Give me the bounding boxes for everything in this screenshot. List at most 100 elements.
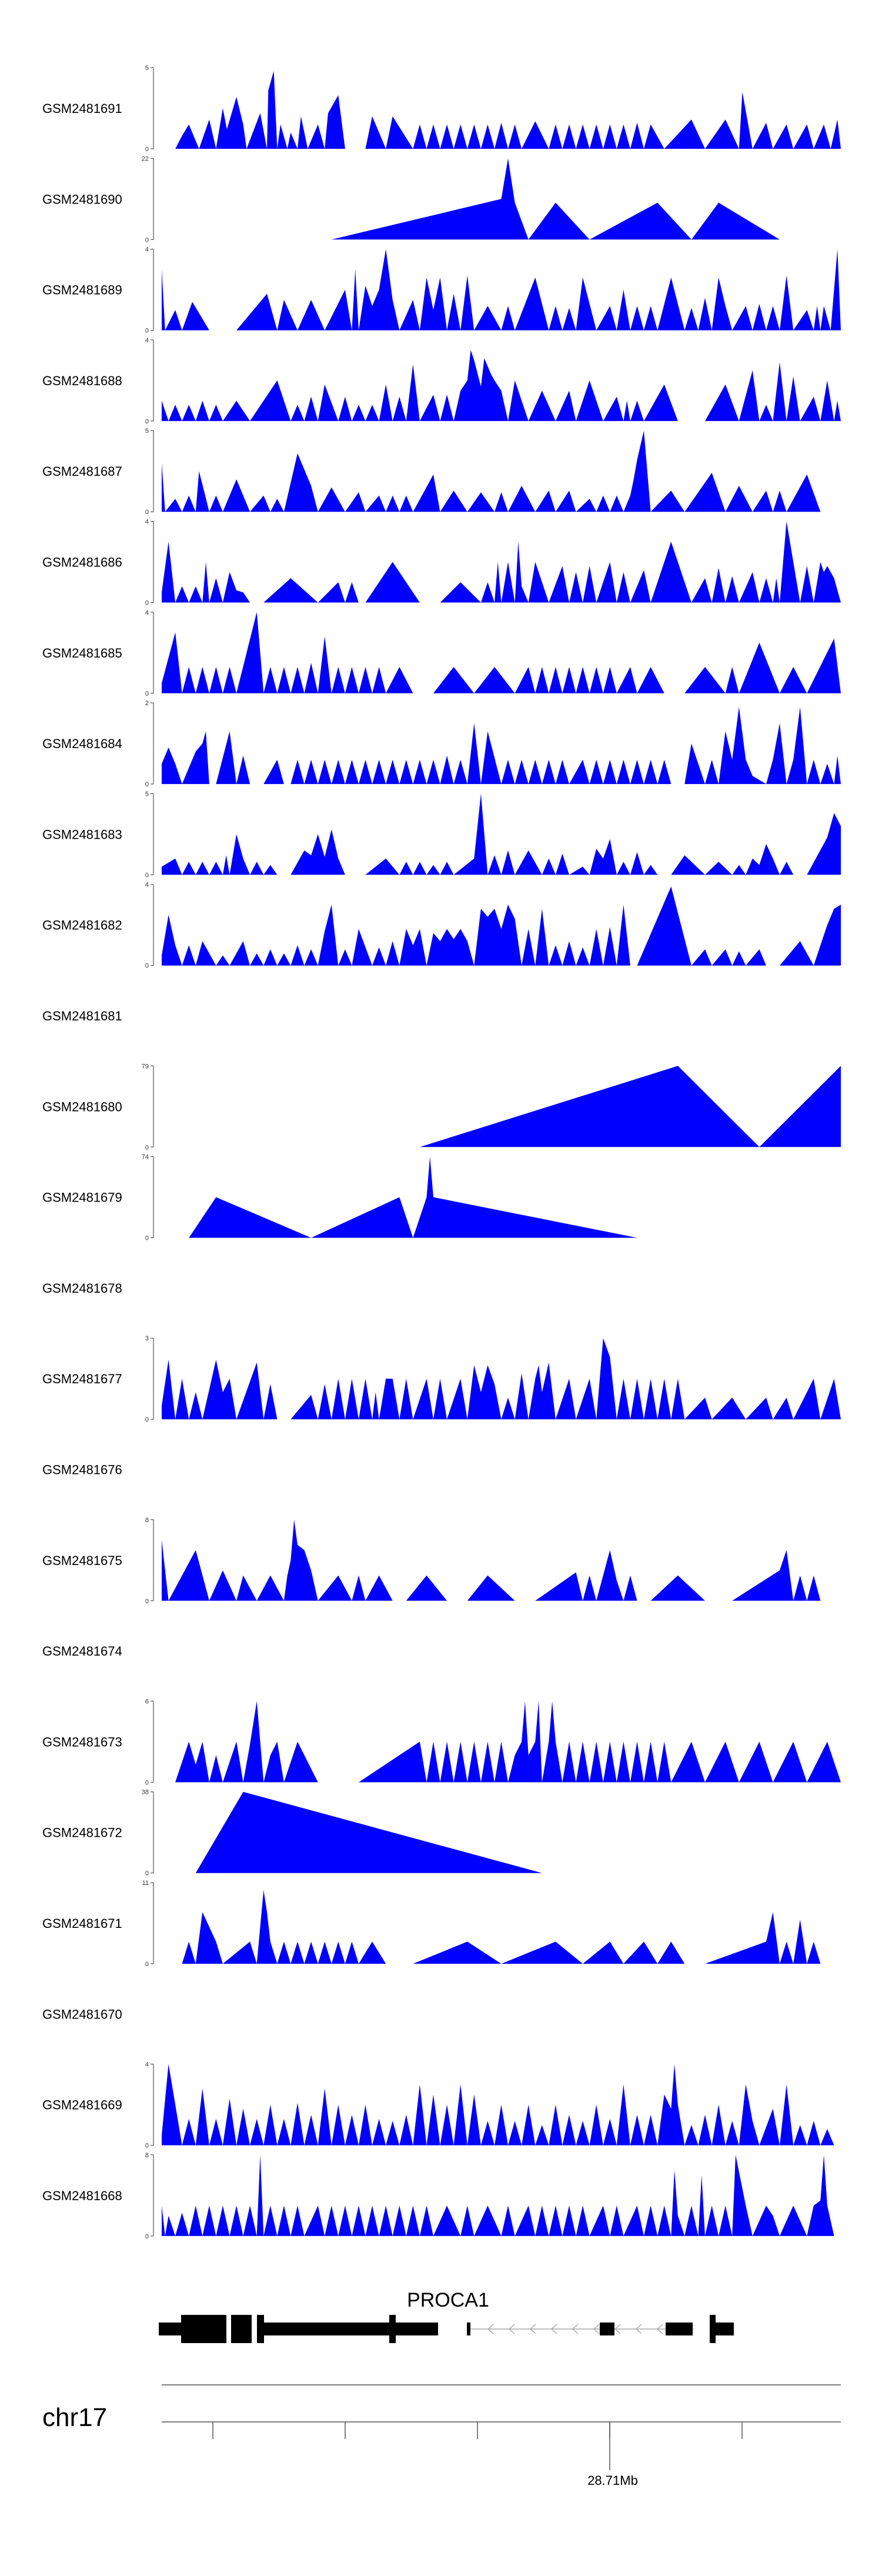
track: GSM2481670 [42,2007,122,2021]
track: GSM2481687 5 0 [42,428,821,516]
y-tick-label: 74 [142,1154,149,1161]
y-tick-label: 0 [145,1235,149,1242]
exon-block [467,2323,470,2335]
track-label: GSM2481676 [42,1463,122,1477]
y-tick-label: 4 [145,337,149,344]
strand-arrow [635,2324,642,2334]
track: GSM2481674 [42,1644,122,1659]
signal-area [175,71,841,149]
strand-arrow [572,2324,579,2334]
track: GSM2481684 2 0 [42,700,841,788]
strand-arrow [487,2324,494,2334]
track: GSM2481676 [42,1463,122,1477]
y-tick-label: 79 [142,1063,149,1070]
y-tick-label: 8 [145,2152,149,2159]
y-tick-label: 0 [145,872,149,879]
exon-block [396,2323,438,2335]
y-tick-label: 0 [145,418,149,425]
y-tick-label: 0 [145,2233,149,2240]
track-label: GSM2481668 [42,2188,122,2203]
track: GSM2481691 5 0 [42,65,841,153]
strand-arrow [614,2324,621,2334]
track-label: GSM2481673 [42,1734,122,1749]
y-tick-label: 0 [145,328,149,335]
y-tick-label: 0 [145,509,149,516]
signal-area [162,2154,834,2236]
signal-area [162,707,841,785]
track-label: GSM2481677 [42,1372,122,1386]
signal-area [182,1890,827,1964]
signal-area [162,431,821,512]
track: GSM2481671 11 0 [42,1880,827,1968]
signal-area [162,793,841,875]
track: GSM2481673 6 0 [42,1698,841,1786]
strand-arrow [656,2324,663,2334]
signal-tracks: GSM248169150GSM2481690220GSM248168940GSM… [42,65,841,2240]
y-tick-label: 5 [145,790,149,798]
track: GSM2481688 4 0 [42,337,841,425]
track-label: GSM2481674 [42,1644,122,1659]
signal-area [162,521,841,603]
track-label: GSM2481691 [42,101,122,116]
gene-structure [159,2315,734,2343]
gene-model: PROCA1 [159,2289,734,2343]
signal-area [162,1338,841,1420]
y-tick-label: 38 [142,1789,149,1796]
y-tick-label: 0 [145,1144,149,1151]
exon-block [264,2323,390,2335]
y-tick-label: 0 [145,1779,149,1786]
y-tick-label: 0 [145,1870,149,1877]
exon-block [716,2323,734,2335]
y-tick-label: 5 [145,428,149,435]
y-tick-label: 0 [145,146,149,153]
track-label: GSM2481684 [42,736,122,751]
track-label: GSM2481689 [42,283,122,298]
strand-arrow [550,2324,557,2334]
signal-area [162,2064,841,2145]
track-label: GSM2481680 [42,1099,122,1114]
y-tick-label: 4 [145,2061,149,2068]
track-label: GSM2481671 [42,1916,122,1931]
y-tick-label: 11 [142,1880,149,1887]
chromosome-label: chr17 [42,2403,107,2432]
track: GSM2481679 74 0 [42,1154,637,1242]
signal-area [419,1066,841,1147]
y-tick-label: 0 [145,690,149,698]
y-tick-label: 0 [145,1961,149,1968]
exon-block [600,2323,614,2335]
exon-block [231,2315,236,2343]
exon-block [159,2323,181,2335]
y-tick-label: 4 [145,609,149,616]
signal-area [189,1156,637,1238]
track: GSM2481686 4 0 [42,519,841,607]
track-label: GSM2481669 [42,2098,122,2113]
y-tick-label: 5 [145,65,149,72]
track-label: GSM2481688 [42,373,122,388]
y-tick-label: 0 [145,963,149,970]
signal-area [195,1791,542,1873]
track: GSM2481689 4 0 [42,246,841,335]
track: GSM2481680 79 0 [42,1063,841,1151]
track-label: GSM2481679 [42,1190,122,1205]
track-label: GSM2481687 [42,464,122,479]
y-tick-label: 0 [145,1416,149,1423]
signal-area [162,249,841,331]
track: GSM2481668 8 0 [42,2152,834,2240]
y-tick-label: 0 [145,1598,149,1605]
track: GSM2481669 4 0 [42,2061,841,2150]
genome-tick-label: 28.71Mb [587,2473,638,2488]
y-tick-label: 22 [142,155,149,162]
track-label: GSM2481683 [42,827,122,842]
y-tick-label: 0 [145,2143,149,2150]
track: GSM2481685 4 0 [42,609,841,698]
y-tick-label: 6 [145,1698,149,1705]
signal-area [162,886,841,966]
exon-block [389,2315,396,2343]
exon-block [181,2315,226,2343]
track-label: GSM2481682 [42,918,122,933]
exon-block [257,2315,264,2343]
strand-arrow [529,2324,536,2334]
track: GSM2481682 4 0 [42,882,841,970]
strand-arrow [508,2324,515,2334]
